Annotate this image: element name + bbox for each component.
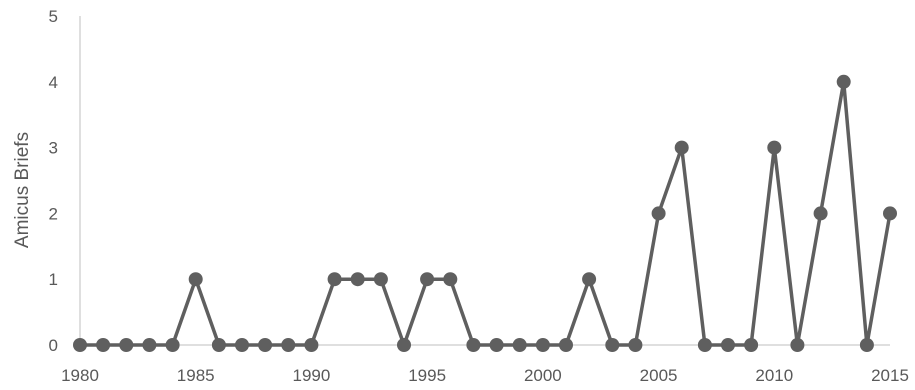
y-tick-label: 3 bbox=[49, 139, 58, 158]
data-point-1990 bbox=[304, 338, 319, 352]
x-tick-labels: 1980 1985 1990 1995 2000 2005 2010 2015 bbox=[61, 366, 909, 385]
data-point-2003 bbox=[605, 338, 620, 352]
y-tick-label: 1 bbox=[49, 270, 58, 289]
y-tick-label: 5 bbox=[49, 7, 58, 26]
data-points bbox=[73, 74, 897, 352]
data-point-2002 bbox=[582, 272, 597, 287]
data-point-1983 bbox=[142, 338, 157, 352]
y-tick-label: 0 bbox=[49, 336, 58, 355]
data-point-2004 bbox=[628, 338, 643, 352]
data-point-1989 bbox=[281, 338, 296, 352]
data-point-1997 bbox=[466, 338, 481, 352]
data-point-2009 bbox=[744, 338, 759, 352]
x-tick-label: 1980 bbox=[61, 366, 99, 385]
data-point-1994 bbox=[397, 338, 411, 352]
data-point-1980 bbox=[73, 338, 87, 352]
data-point-1993 bbox=[373, 272, 388, 287]
data-point-1987 bbox=[235, 338, 249, 352]
data-point-1995 bbox=[420, 272, 435, 287]
data-point-2008 bbox=[721, 338, 735, 352]
data-point-1981 bbox=[96, 338, 111, 352]
data-point-1984 bbox=[165, 338, 180, 352]
data-point-2011 bbox=[790, 338, 805, 352]
series-line bbox=[80, 80, 892, 347]
data-point-1982 bbox=[119, 338, 134, 352]
data-point-2014 bbox=[859, 338, 874, 352]
data-point-1996 bbox=[443, 272, 458, 287]
y-tick-label: 4 bbox=[49, 73, 58, 92]
data-point-1999 bbox=[512, 338, 527, 352]
x-tick-label: 1990 bbox=[293, 366, 331, 385]
x-tick-label: 2000 bbox=[524, 366, 562, 385]
data-point-2015 bbox=[883, 206, 897, 221]
data-point-2001 bbox=[559, 338, 573, 352]
data-point-2000 bbox=[535, 338, 550, 352]
x-tick-label: 1985 bbox=[177, 366, 215, 385]
data-point-1991 bbox=[327, 272, 342, 287]
data-point-2007 bbox=[697, 338, 712, 352]
data-point-1992 bbox=[350, 272, 365, 287]
x-tick-label: 2015 bbox=[871, 366, 909, 385]
data-point-1998 bbox=[489, 338, 504, 352]
x-tick-label: 2010 bbox=[755, 366, 793, 385]
data-point-1985 bbox=[188, 272, 203, 287]
y-tick-labels: 0 1 2 3 4 5 bbox=[49, 7, 58, 355]
data-point-1988 bbox=[258, 338, 273, 352]
y-axis-title: Amicus Briefs bbox=[12, 132, 33, 248]
data-point-2012 bbox=[813, 206, 828, 221]
data-point-2006 bbox=[674, 140, 689, 155]
x-tick-label: 2005 bbox=[640, 366, 678, 385]
data-point-2013 bbox=[836, 74, 851, 89]
y-tick-label: 2 bbox=[49, 204, 58, 223]
data-point-2010 bbox=[767, 140, 782, 155]
x-tick-label: 1995 bbox=[408, 366, 446, 385]
data-point-2005 bbox=[651, 206, 666, 221]
data-point-1986 bbox=[211, 338, 226, 352]
